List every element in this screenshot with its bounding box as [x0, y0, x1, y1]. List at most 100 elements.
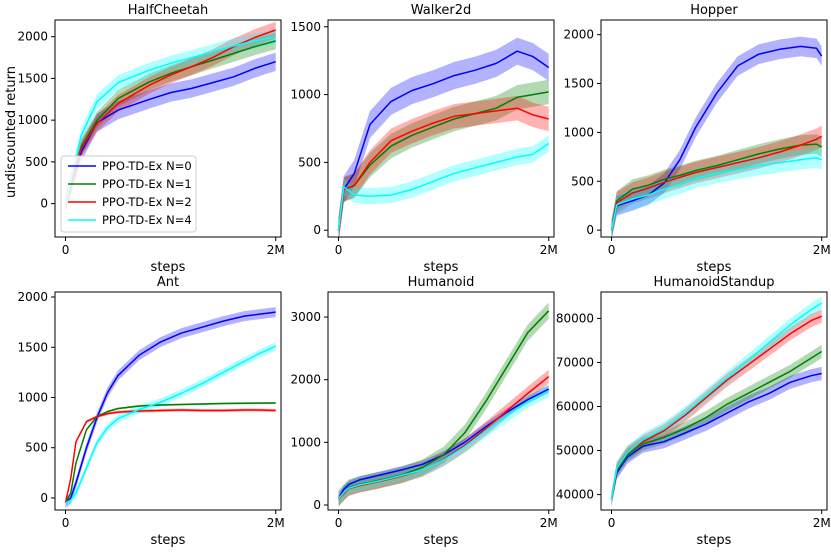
- series-line-1: [64, 402, 276, 504]
- y-tick-label: 0: [586, 223, 594, 237]
- plot-frame: [600, 19, 828, 238]
- y-tick-label: 500: [25, 441, 48, 455]
- x-tick-label: 2M: [267, 516, 285, 530]
- y-tick-label: 1500: [17, 71, 48, 85]
- series-band-3: [611, 296, 822, 506]
- x-tick-label: 2M: [813, 516, 831, 530]
- chart-title: Walker2d: [411, 3, 472, 18]
- series-line-3: [337, 390, 550, 500]
- series-band-2: [338, 95, 549, 243]
- x-axis-label: steps: [151, 260, 186, 275]
- y-tick-label: 500: [25, 155, 48, 169]
- chart-panel-humanoid: Humanoid steps 0 1000 2000 3000 0 2M: [290, 275, 557, 548]
- x-tick-label: 0: [62, 516, 70, 530]
- series-line-3: [65, 345, 277, 504]
- series-line-2: [610, 135, 823, 231]
- plot-frame: [54, 19, 282, 238]
- chart-title: Hopper: [690, 3, 738, 18]
- series-line-3: [610, 302, 823, 500]
- series-band-2: [611, 125, 822, 241]
- series-band-1: [338, 302, 549, 507]
- x-tick-label: 2M: [267, 243, 285, 257]
- y-tick-label: 500: [298, 155, 321, 169]
- x-tick-label: 2M: [540, 516, 558, 530]
- legend-entry: PPO-TD-Ex N=1: [68, 177, 192, 191]
- legend-label-n0: PPO-TD-Ex N=0: [102, 159, 192, 173]
- series-band-1: [611, 344, 822, 506]
- x-tick-label: 0: [62, 243, 70, 257]
- legend-label-n1: PPO-TD-Ex N=1: [102, 177, 192, 191]
- y-tick-label: 1000: [290, 435, 321, 449]
- y-tick-label: 0: [313, 223, 321, 237]
- chart-title: HumanoidStandup: [654, 275, 775, 290]
- series-line-3: [337, 142, 550, 231]
- y-tick-label: 1500: [563, 77, 594, 91]
- chart-panel-humanoidstandup: HumanoidStandup steps 40000 50000 60000 70000…: [556, 275, 831, 548]
- series-band-3: [338, 384, 549, 505]
- series-band-0: [611, 366, 822, 506]
- x-tick-label: 2M: [540, 243, 558, 257]
- plot-frame: [327, 19, 555, 238]
- y-tick-label: 0: [40, 491, 48, 505]
- series-band-2: [338, 369, 549, 506]
- series-line-0: [610, 45, 823, 231]
- y-tick-label: 80000: [556, 311, 594, 325]
- y-tick-label: 1000: [17, 390, 48, 404]
- chart-panel-ant: Ant steps 0 500 1000 1500 2000 0 2M: [17, 275, 284, 548]
- series-band-3: [611, 148, 822, 240]
- series-band-2: [611, 309, 822, 506]
- y-tick-label: 0: [313, 498, 321, 512]
- x-axis-label: steps: [151, 533, 186, 548]
- chart-title: HalfCheetah: [128, 3, 209, 18]
- series-line-0: [337, 50, 550, 231]
- series-band-0: [338, 385, 549, 503]
- series-line-1: [64, 40, 276, 204]
- x-tick-label: 0: [608, 243, 616, 257]
- chart-title: Ant: [157, 275, 179, 290]
- series-line-0: [337, 388, 550, 500]
- legend-frame: [60, 155, 197, 233]
- plot-frame: [54, 291, 282, 511]
- series-band-3: [65, 342, 276, 507]
- legend-label-n4: PPO-TD-Ex N=4: [102, 213, 192, 227]
- legend: PPO-TD-Ex N=0 PPO-TD-Ex N=1 PPO-TD-Ex N=…: [60, 155, 197, 233]
- chart-panel-hopper: Hopper steps 0 500 1000 1500 2000 0 2M: [563, 3, 830, 275]
- series-band-1: [65, 32, 276, 212]
- y-tick-label: 2000: [17, 290, 48, 304]
- x-axis-label: steps: [424, 533, 459, 548]
- chart-title: Humanoid: [408, 275, 475, 290]
- y-tick-label: 1500: [17, 340, 48, 354]
- series-line-3: [610, 157, 822, 231]
- x-axis-label: steps: [424, 260, 459, 275]
- legend-entry: PPO-TD-Ex N=4: [68, 213, 192, 227]
- legend-entry: PPO-TD-Ex N=2: [68, 195, 192, 209]
- plot-frame: [327, 291, 555, 511]
- y-tick-label: 40000: [556, 488, 594, 502]
- y-tick-label: 0: [40, 197, 48, 211]
- y-tick-label: 1500: [290, 20, 321, 34]
- x-tick-label: 2M: [813, 243, 831, 257]
- series-line-0: [64, 311, 276, 504]
- y-tick-label: 3000: [290, 310, 321, 324]
- series-band-2: [65, 408, 276, 505]
- x-axis-label: steps: [697, 260, 732, 275]
- legend-entry: PPO-TD-Ex N=0: [68, 159, 192, 173]
- series-line-1: [610, 350, 823, 500]
- x-tick-label: 0: [608, 516, 616, 530]
- x-axis-label: steps: [697, 533, 732, 548]
- series-line-2: [337, 107, 549, 231]
- y-tick-label: 1000: [563, 125, 594, 139]
- y-tick-label: 60000: [556, 400, 594, 414]
- y-tick-label: 1000: [290, 88, 321, 102]
- series-band-1: [338, 79, 549, 243]
- x-tick-label: 0: [335, 243, 343, 257]
- y-tick-label: 2000: [17, 30, 48, 44]
- legend-label-n2: PPO-TD-Ex N=2: [102, 195, 192, 209]
- series-band-3: [338, 135, 549, 239]
- y-tick-label: 2000: [290, 373, 321, 387]
- y-axis-label: undiscounted return: [4, 66, 19, 198]
- series-line-2: [64, 409, 276, 504]
- chart-panel-halfcheetah: HalfCheetah steps 0 500 1000 1500 2000 0 2M: [17, 3, 284, 275]
- x-tick-label: 0: [335, 516, 343, 530]
